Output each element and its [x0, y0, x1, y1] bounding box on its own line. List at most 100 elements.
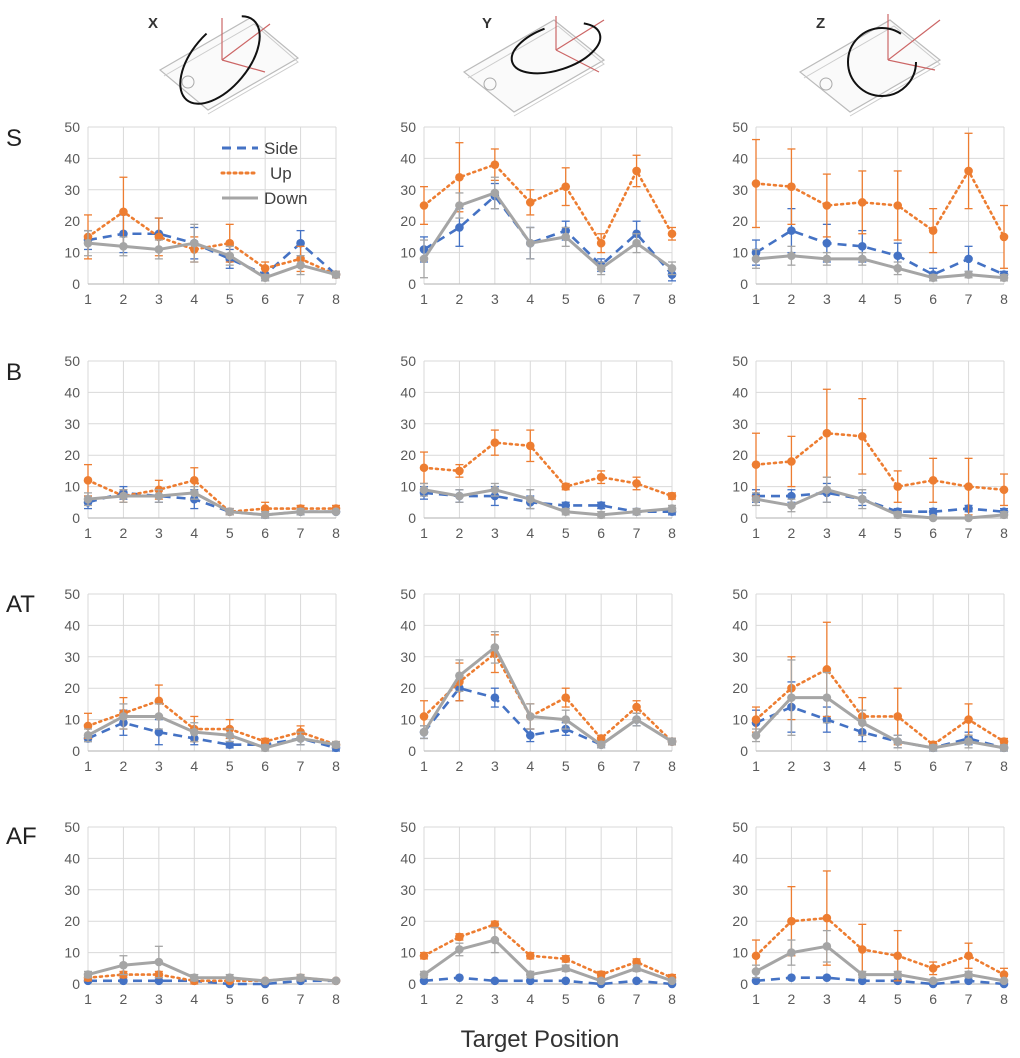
- x-tick-label: 2: [120, 291, 128, 307]
- data-point-side: [119, 976, 128, 986]
- data-point-up: [596, 472, 606, 482]
- data-point-down: [296, 973, 305, 983]
- data-point-up: [83, 721, 93, 731]
- x-tick-label: 5: [894, 758, 902, 774]
- data-point-down: [751, 254, 761, 264]
- x-tick-label: 1: [752, 991, 760, 1007]
- x-tick-label: 3: [155, 525, 163, 541]
- x-tick-label: 1: [752, 291, 760, 307]
- panel-af-x: 0 10 20 30 40 50 1 2 3 4 5 6 7 8: [64, 819, 341, 1007]
- y-tick-label: 50: [64, 119, 80, 135]
- data-point-up: [632, 166, 641, 176]
- y-tick-label: 20: [400, 447, 416, 463]
- y-tick-label: 10: [732, 245, 748, 261]
- x-tick-label: 2: [788, 525, 796, 541]
- y-tick-label: 30: [400, 649, 416, 665]
- y-tick-label: 50: [732, 353, 748, 369]
- x-tick-label: 6: [597, 525, 605, 541]
- x-tick-label: 4: [858, 758, 866, 774]
- x-tick-label: 1: [752, 758, 760, 774]
- y-tick-label: 40: [400, 850, 416, 866]
- data-point-down: [296, 507, 305, 517]
- row-label-s: S: [6, 125, 22, 152]
- data-point-down: [751, 494, 761, 504]
- y-tick-label: 30: [400, 416, 416, 432]
- x-tick-label: 2: [788, 291, 796, 307]
- series-line-down: [422, 645, 673, 747]
- x-tick-label: 5: [226, 525, 234, 541]
- data-point-down: [83, 238, 93, 248]
- data-point-down: [596, 510, 606, 520]
- data-point-side: [225, 740, 235, 750]
- y-tick-label: 20: [64, 913, 80, 929]
- legend: Side Up Down: [220, 139, 307, 208]
- x-tick-label: 7: [965, 758, 973, 774]
- data-point-down: [189, 727, 199, 737]
- data-point-up: [964, 951, 973, 961]
- y-tick-label: 30: [732, 882, 748, 898]
- x-tick-label: 4: [190, 525, 198, 541]
- data-point-side: [964, 254, 973, 264]
- phone-rotation-y-icon: [462, 16, 606, 117]
- data-point-down: [632, 507, 641, 517]
- data-point-up: [964, 166, 973, 176]
- data-point-down: [928, 976, 938, 986]
- x-tick-label: 7: [297, 291, 305, 307]
- data-point-side: [419, 976, 429, 986]
- y-tick-label: 10: [64, 479, 80, 495]
- y-tick-label: 50: [732, 819, 748, 835]
- data-point-down: [83, 731, 93, 740]
- y-tick-label: 30: [732, 182, 748, 198]
- x-tick-label: 2: [120, 758, 128, 774]
- x-tick-label: 7: [297, 525, 305, 541]
- data-point-down: [596, 264, 606, 273]
- x-tick-label: 5: [562, 991, 570, 1007]
- data-point-down: [154, 491, 164, 501]
- data-point-up: [490, 160, 500, 169]
- data-point-up: [596, 970, 606, 979]
- data-point-up: [561, 482, 571, 491]
- x-tick-label: 4: [190, 991, 198, 1007]
- y-tick-label: 50: [64, 353, 80, 369]
- y-tick-label: 40: [732, 384, 748, 400]
- column-label-z: Z: [816, 15, 825, 32]
- y-tick-label: 10: [400, 712, 416, 728]
- x-tick-label: 6: [929, 525, 937, 541]
- data-point-side: [822, 973, 832, 983]
- x-tick-label: 8: [332, 291, 340, 307]
- data-point-down: [525, 238, 535, 248]
- data-point-down: [331, 270, 341, 279]
- y-tick-label: 30: [400, 182, 416, 198]
- y-tick-label: 10: [64, 712, 80, 728]
- data-point-down: [751, 731, 761, 740]
- data-point-side: [455, 223, 464, 232]
- y-tick-label: 20: [400, 213, 416, 229]
- data-point-down: [928, 513, 938, 523]
- y-tick-label: 0: [72, 743, 80, 759]
- data-point-down: [893, 264, 903, 273]
- panel-b-y: 0 10 20 30 40 50 1 2 3 4 5 6 7 8: [400, 353, 677, 541]
- data-point-down: [119, 242, 128, 251]
- y-tick-label: 0: [72, 510, 80, 526]
- panel-s-y: 0 10 20 30 40 50 1 2 3 4 5 6 7 8: [400, 119, 677, 307]
- x-tick-label: 5: [562, 291, 570, 307]
- data-point-up: [490, 438, 500, 447]
- data-point-down: [419, 727, 429, 737]
- x-tick-label: 3: [491, 991, 499, 1007]
- data-point-down: [189, 238, 199, 248]
- data-point-down: [787, 948, 796, 957]
- data-point-down: [260, 976, 270, 986]
- x-tick-label: 5: [226, 991, 234, 1007]
- data-point-down: [822, 942, 832, 951]
- x-tick-label: 3: [491, 291, 499, 307]
- data-point-up: [561, 182, 571, 191]
- y-tick-label: 10: [400, 945, 416, 961]
- x-tick-label: 8: [332, 525, 340, 541]
- x-tick-label: 8: [668, 758, 676, 774]
- x-tick-label: 4: [858, 291, 866, 307]
- series-line-down: [755, 488, 1005, 520]
- y-tick-label: 40: [732, 617, 748, 633]
- y-tick-label: 40: [64, 150, 80, 166]
- x-tick-label: 4: [190, 758, 198, 774]
